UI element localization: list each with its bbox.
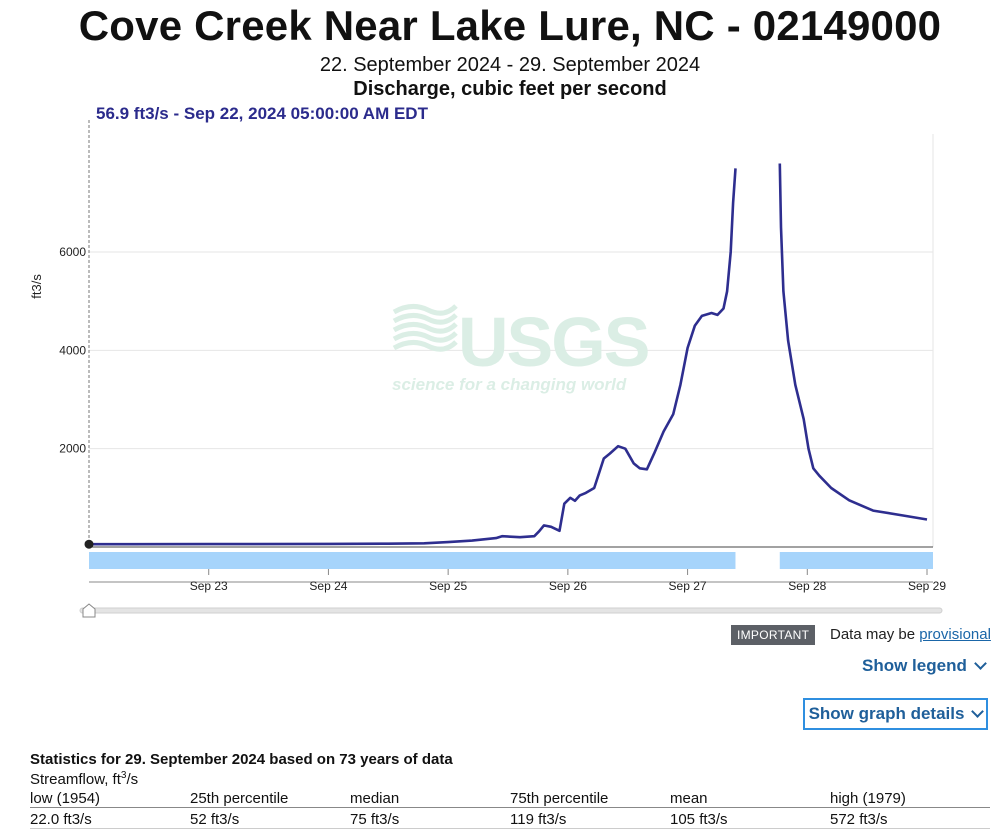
page-title: Cove Creek Near Lake Lure, NC - 02149000 <box>78 2 942 49</box>
show-legend-label: Show legend <box>862 656 967 675</box>
watermark-wave <box>392 340 458 352</box>
watermark-tagline: science for a changing world <box>392 375 627 394</box>
x-axis-ticks: Sep 23 Sep 24 Sep 25 Sep 26 Sep 27 Sep 28 Sep … <box>190 569 946 593</box>
watermark-wave <box>392 322 458 334</box>
watermark-wave <box>392 331 458 343</box>
statistics-unit-sup: 3 <box>120 770 127 781</box>
x-tick-label: Sep 23 <box>190 579 228 593</box>
statistics-column-header: low (1954) <box>30 788 190 808</box>
watermark-logo: USGS <box>458 303 648 381</box>
statistics-table: low (1954) 25th percentile median 75th perc… <box>30 788 990 829</box>
brush-track <box>79 607 943 614</box>
series-line <box>88 168 737 546</box>
important-badge: IMPORTANT <box>731 625 816 645</box>
provisional-text: Data may be <box>830 626 916 643</box>
x-tick-label: Sep 26 <box>549 579 587 593</box>
provisional-link[interactable]: provisional <box>919 626 991 643</box>
y-axis-ticks: 2000 4000 6000 <box>59 245 86 456</box>
show-legend-button[interactable]: Show legend <box>862 656 987 676</box>
cursor-point[interactable] <box>84 539 94 549</box>
x-tick-label: Sep 25 <box>429 579 467 593</box>
statistics-column-header: mean <box>670 788 830 808</box>
x-tick-label: Sep 28 <box>788 579 826 593</box>
y-tick-label: 4000 <box>59 343 86 357</box>
axes <box>89 546 933 583</box>
statistics-unit: Streamflow, ft3/s <box>30 770 138 788</box>
provisional-notice: Data may be provisional <box>830 626 991 643</box>
watermark-wave <box>392 313 458 325</box>
statistics-unit-label: Streamflow, ft <box>30 771 121 788</box>
statistics-column-header: median <box>350 788 510 808</box>
time-range-brush[interactable] <box>79 603 943 618</box>
x-tick-label: Sep 24 <box>309 579 347 593</box>
watermark-wave <box>392 304 458 316</box>
statistics-value: 105 ft3/s <box>670 807 830 829</box>
x-tick-label: Sep 27 <box>669 579 707 593</box>
statistics-value: 22.0 ft3/s <box>30 807 190 829</box>
show-graph-details-label: Show graph details <box>808 704 965 723</box>
statistics-header-row: low (1954) 25th percentile median 75th perc… <box>30 788 990 808</box>
statistics-column-header: high (1979) <box>830 788 990 808</box>
discharge-series <box>88 163 928 546</box>
cursor[interactable] <box>84 120 94 549</box>
cursor-readout: 56.9 ft3/s - Sep 22, 2024 05:00:00 AM ED… <box>96 104 428 123</box>
parameter-name: Discharge, cubic feet per second <box>353 78 667 100</box>
statistics-value: 75 ft3/s <box>350 807 510 829</box>
brush-handle[interactable] <box>82 603 96 618</box>
statistics-title: Statistics for 29. September 2024 based … <box>30 751 453 768</box>
y-tick-label: 2000 <box>59 442 86 456</box>
statistics-value: 119 ft3/s <box>510 807 670 829</box>
y-axis-label: ft3/s <box>29 274 44 299</box>
gridlines <box>89 134 934 547</box>
chevron-down-icon <box>973 657 987 670</box>
statistics-unit-suffix: /s <box>126 771 139 788</box>
availability-segment <box>89 552 736 569</box>
show-graph-details-button[interactable]: Show graph details <box>803 698 988 730</box>
x-tick-label: Sep 29 <box>908 579 946 593</box>
availability-segment <box>779 552 933 569</box>
date-range: 22. September 2024 - 29. September 2024 <box>319 54 701 76</box>
statistics-column-header: 75th percentile <box>510 788 670 808</box>
statistics-value-row: 22.0 ft3/s 52 ft3/s 75 ft3/s 119 ft3/s 105 f… <box>30 807 990 829</box>
statistics-column-header: 25th percentile <box>190 788 350 808</box>
statistics-value: 572 ft3/s <box>830 807 990 829</box>
statistics-value: 52 ft3/s <box>190 807 350 829</box>
chevron-down-icon <box>971 704 985 718</box>
series-line <box>778 163 928 521</box>
y-tick-label: 6000 <box>59 245 86 259</box>
data-availability-bar <box>89 552 933 569</box>
